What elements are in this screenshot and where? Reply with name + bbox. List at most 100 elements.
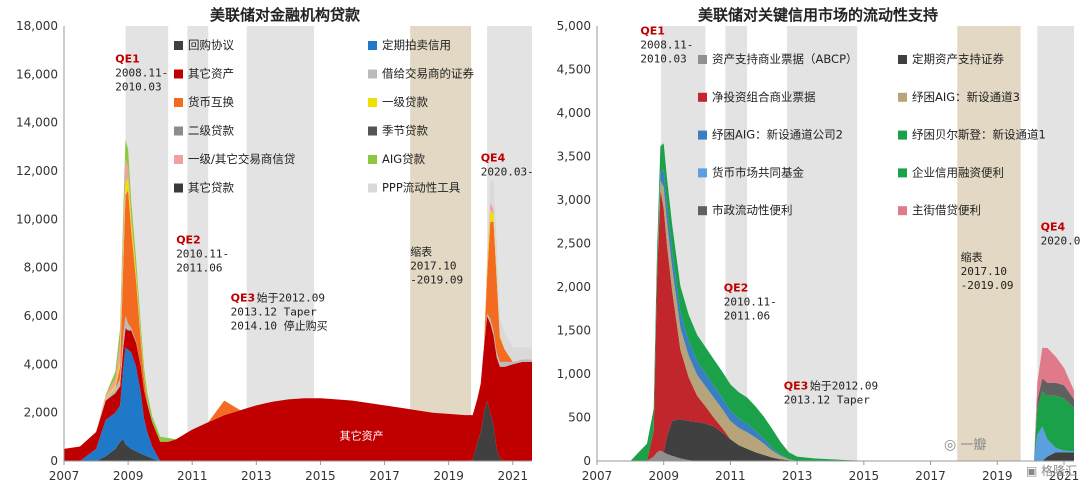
x-tick-label: 2021 bbox=[1049, 469, 1080, 483]
x-tick-label: 2007 bbox=[582, 469, 613, 483]
annotation-text: 缩表 bbox=[961, 250, 983, 264]
legend-label: PPP流动性工具 bbox=[382, 181, 461, 195]
y-tick-label: 8,000 bbox=[24, 261, 58, 275]
x-tick-label: 2007 bbox=[49, 469, 80, 483]
y-tick-label: 16,000 bbox=[16, 67, 58, 81]
annotation-text: 始于2012.09 bbox=[257, 291, 325, 305]
legend-swatch bbox=[174, 183, 183, 193]
x-tick-label: 2017 bbox=[369, 469, 400, 483]
y-tick-label: 3,500 bbox=[557, 150, 591, 164]
legend-swatch bbox=[698, 206, 707, 216]
y-tick-label: 14,000 bbox=[16, 116, 58, 130]
legend-swatch bbox=[174, 126, 183, 136]
legend-label: 纾困贝尔斯登：新设通道1 bbox=[912, 128, 1046, 142]
x-tick-label: 2013 bbox=[241, 469, 272, 483]
area-series bbox=[64, 316, 532, 461]
chart-title: 美联储对金融机构贷款 bbox=[210, 6, 361, 24]
annotation-text: 2010.03 bbox=[640, 53, 686, 66]
x-tick-label: 2011 bbox=[177, 469, 208, 483]
legend-label: 货币互换 bbox=[188, 95, 234, 109]
chart-panel-right: 美联储对关键信用市场的流动性支持 0 500 1,000 1,500 2,000 2,50… bbox=[540, 0, 1080, 489]
y-tick-label: 10,000 bbox=[16, 212, 58, 226]
legend-label: 借给交易商的证券 bbox=[382, 67, 474, 81]
annotation-tag: QE1 bbox=[115, 52, 140, 65]
chart-panel-left: 美联储对金融机构贷款 0 2,000 4,000 6,000 8,000 10,000 12… bbox=[0, 0, 540, 489]
chart-right-svg: 美联储对关键信用市场的流动性支持 0 500 1,000 1,500 2,000 2,50… bbox=[557, 6, 1080, 483]
legend-label: 市政流动性便利 bbox=[712, 203, 793, 217]
x-tick-label: 2021 bbox=[497, 469, 528, 483]
watermark-brand: ▣ 格隆汇 bbox=[1026, 462, 1077, 479]
legend-label: 季节贷款 bbox=[382, 124, 428, 138]
legend-label: 主街借贷便利 bbox=[912, 203, 981, 217]
x-tick-label: 2019 bbox=[982, 469, 1013, 483]
legend-swatch bbox=[698, 92, 707, 102]
x-tick-label: 2009 bbox=[113, 469, 144, 483]
x-tick-label: 2009 bbox=[648, 469, 679, 483]
x-tick-label: 2015 bbox=[305, 469, 336, 483]
x-tick-label: 2019 bbox=[433, 469, 464, 483]
y-tick-label: 4,000 bbox=[557, 106, 591, 120]
x-tick-label: 2015 bbox=[849, 469, 880, 483]
area-series bbox=[597, 419, 1074, 461]
legend-swatch bbox=[898, 92, 907, 102]
x-tick-label: 2013 bbox=[782, 469, 813, 483]
annotation-text: -2019.09 bbox=[961, 279, 1014, 292]
legend-swatch bbox=[368, 41, 377, 50]
annotation-tag: QE4 bbox=[481, 151, 506, 164]
legend-label: 定期拍卖信用 bbox=[382, 38, 451, 52]
annotation-tag: QE4 bbox=[1041, 220, 1066, 233]
annotation-text: 2008.11- bbox=[115, 66, 168, 79]
legend-swatch bbox=[368, 98, 377, 107]
y-tick-label: 2,500 bbox=[557, 237, 591, 251]
annotation-text: 2010.11- bbox=[176, 248, 229, 261]
chart-left-svg: 美联储对金融机构贷款 0 2,000 4,000 6,000 8,000 10,000 12… bbox=[16, 6, 534, 483]
legend-swatch bbox=[368, 155, 377, 164]
legend-label: AIG贷款 bbox=[382, 152, 426, 166]
legend-swatch bbox=[898, 55, 907, 64]
legend-swatch bbox=[368, 126, 377, 136]
legend-label: 二级贷款 bbox=[188, 124, 234, 138]
annotation-text: 2013.12 Taper bbox=[231, 306, 317, 319]
annotation-text: 2011.06 bbox=[176, 262, 222, 275]
shaded-period bbox=[410, 26, 472, 461]
y-tick-label: 5,000 bbox=[557, 19, 591, 33]
shaded-period bbox=[187, 26, 209, 461]
shaded-period bbox=[957, 26, 1021, 461]
shaded-period bbox=[787, 26, 858, 461]
y-tick-label: 0 bbox=[583, 454, 591, 468]
legend-swatch bbox=[698, 168, 707, 178]
area-series bbox=[64, 347, 532, 461]
legend-label: 一级贷款 bbox=[382, 95, 428, 109]
legend-label: 其它资产 bbox=[188, 67, 234, 81]
y-tick-label: 12,000 bbox=[16, 164, 58, 178]
annotation-text: 2014.10 停止购买 bbox=[231, 319, 328, 333]
legend-swatch bbox=[698, 130, 707, 140]
annotation-text: 2010.11- bbox=[724, 295, 777, 308]
shaded-period bbox=[246, 26, 315, 461]
area-series bbox=[597, 143, 1074, 461]
annotation-text: 其它资产 bbox=[340, 428, 384, 442]
y-tick-label: 1,500 bbox=[557, 324, 591, 338]
shaded-period bbox=[725, 26, 748, 461]
brand-icon: ▣ bbox=[1026, 464, 1038, 478]
legend-swatch bbox=[898, 168, 907, 178]
legend-label: 定期资产支持证券 bbox=[912, 52, 1004, 66]
legend-swatch bbox=[368, 183, 377, 193]
annotation-text: 始于2012.09 bbox=[810, 379, 878, 393]
legend-swatch bbox=[174, 69, 183, 79]
y-tick-label: 4,500 bbox=[557, 63, 591, 77]
legend-label: 企业信用融资便利 bbox=[912, 165, 1004, 179]
annotation-text: 2011.06 bbox=[724, 309, 770, 322]
legend-label: 纾困AIG：新设通道3 bbox=[912, 90, 1020, 104]
annotation-tag: QE3 bbox=[231, 292, 256, 305]
legend-swatch bbox=[174, 155, 183, 164]
legend-swatch bbox=[174, 41, 183, 50]
legend-label: 净投资组合商业票据 bbox=[712, 90, 816, 104]
legend-label: 回购协议 bbox=[188, 38, 234, 52]
watermark-text: 一瓣 bbox=[960, 438, 987, 453]
annotation-text: 2020.03- bbox=[1041, 234, 1080, 247]
legend-label: 货币市场共同基金 bbox=[712, 165, 804, 179]
legend-label: 一级/其它交易商信贷 bbox=[188, 152, 295, 166]
annotation-text: 2020.03- bbox=[481, 165, 534, 178]
annotation-tag: QE2 bbox=[176, 234, 201, 247]
